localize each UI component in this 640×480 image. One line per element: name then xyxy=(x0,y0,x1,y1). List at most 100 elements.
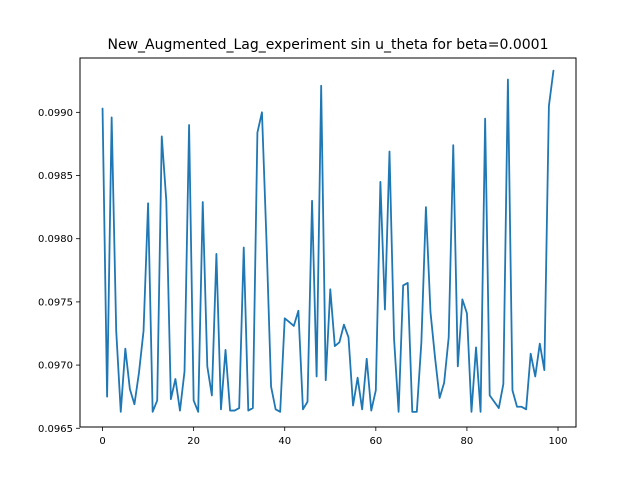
data-point xyxy=(320,85,322,87)
data-point xyxy=(338,341,340,343)
x-tick-label: 40 xyxy=(278,436,291,447)
data-point xyxy=(252,407,254,409)
data-point xyxy=(261,111,263,113)
data-point xyxy=(275,408,277,410)
x-tick-label: 80 xyxy=(461,436,474,447)
y-axis: 0.0965 0.0970 0.0975 0.0980 0.0985 0.0990 xyxy=(38,108,80,435)
data-point xyxy=(439,397,441,399)
data-point xyxy=(175,378,177,380)
data-point xyxy=(334,345,336,347)
data-point xyxy=(539,343,541,345)
data-point xyxy=(129,388,131,390)
chart-title: New_Augmented_Lag_experiment sin u_theta… xyxy=(108,37,549,53)
data-point xyxy=(297,310,299,312)
data-point xyxy=(220,408,222,410)
data-point xyxy=(307,401,309,403)
data-point xyxy=(234,410,236,412)
data-point xyxy=(329,288,331,290)
y-tick-label: 0.0990 xyxy=(38,108,73,119)
data-point xyxy=(343,324,345,326)
data-point xyxy=(302,408,304,410)
data-point xyxy=(138,372,140,374)
x-tick-label: 0 xyxy=(99,436,105,447)
data-point xyxy=(548,105,550,107)
data-point xyxy=(434,357,436,359)
data-point xyxy=(238,407,240,409)
data-point xyxy=(475,346,477,348)
data-point xyxy=(134,403,136,405)
data-point xyxy=(170,398,172,400)
data-point xyxy=(366,358,368,360)
data-point xyxy=(293,325,295,327)
y-tick-label: 0.0970 xyxy=(38,361,73,372)
data-point xyxy=(325,379,327,381)
data-point xyxy=(384,309,386,311)
data-point xyxy=(543,369,545,371)
data-point xyxy=(115,330,117,332)
data-point xyxy=(553,70,555,72)
data-point xyxy=(257,132,259,134)
data-point xyxy=(411,411,413,413)
x-tick-label: 100 xyxy=(548,436,567,447)
data-point xyxy=(161,135,163,137)
data-point xyxy=(111,116,113,118)
data-point xyxy=(147,202,149,204)
y-tick-label: 0.0975 xyxy=(38,297,73,308)
data-point xyxy=(521,406,523,408)
data-point xyxy=(184,371,186,373)
data-point xyxy=(457,365,459,367)
data-point xyxy=(270,386,272,388)
data-point xyxy=(156,400,158,402)
data-point xyxy=(471,411,473,413)
data-point xyxy=(348,336,350,338)
data-point xyxy=(452,144,454,146)
data-point xyxy=(279,411,281,413)
plot-area: 0 20 40 60 80 100 0.09650.09700.09750.09800.0… xyxy=(38,57,577,447)
data-point xyxy=(106,396,108,398)
data-point xyxy=(480,411,482,413)
data-point xyxy=(152,411,154,413)
data-point xyxy=(188,124,190,126)
data-point xyxy=(229,410,231,412)
y-tick-label: 0.0965 xyxy=(38,424,73,435)
data-point xyxy=(466,312,468,314)
data-point xyxy=(534,376,536,378)
data-point xyxy=(493,401,495,403)
data-point xyxy=(489,395,491,397)
x-tick-label: 20 xyxy=(187,436,200,447)
data-point xyxy=(193,400,195,402)
data-point xyxy=(516,406,518,408)
data-point xyxy=(420,341,422,343)
data-point xyxy=(266,240,268,242)
data-point xyxy=(370,410,372,412)
data-point xyxy=(206,365,208,367)
data-point xyxy=(243,247,245,249)
data-point xyxy=(247,410,249,412)
data-point xyxy=(484,118,486,120)
series-layer xyxy=(101,69,555,413)
y-tick-label: 0.0985 xyxy=(38,171,73,182)
data-point xyxy=(225,349,227,351)
data-point xyxy=(502,383,504,385)
data-point xyxy=(530,353,532,355)
data-point xyxy=(288,321,290,323)
data-point xyxy=(407,282,409,284)
data-point xyxy=(211,395,213,397)
data-point xyxy=(311,200,313,202)
y-tick-label: 0.0980 xyxy=(38,234,73,245)
data-point xyxy=(398,411,400,413)
data-point xyxy=(375,389,377,391)
x-tick-label: 60 xyxy=(369,436,382,447)
data-point xyxy=(352,405,354,407)
data-point xyxy=(389,151,391,153)
data-point xyxy=(430,311,432,313)
data-point xyxy=(179,410,181,412)
data-point xyxy=(402,285,404,287)
axes-frame xyxy=(79,57,577,428)
data-point xyxy=(425,206,427,208)
data-point xyxy=(512,389,514,391)
data-point xyxy=(357,377,359,379)
data-point xyxy=(202,201,204,203)
data-point xyxy=(393,338,395,340)
